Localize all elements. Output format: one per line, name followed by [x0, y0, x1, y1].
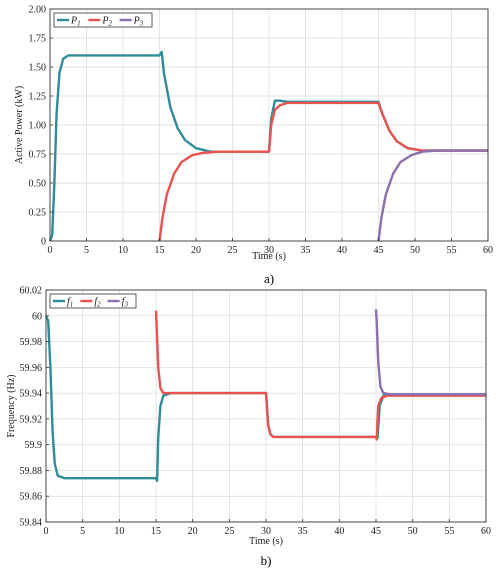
panel-b-xtick-label: 0: [44, 526, 49, 537]
panel-b-ytick-label: 59.92: [20, 414, 43, 425]
panel-b-xtick-label: 30: [261, 526, 271, 537]
panel-a-legend-label-P2: P2: [101, 16, 112, 28]
panel-a-ytick-label: 0.50: [29, 179, 47, 190]
panel-a-xtick-label: 35: [301, 245, 311, 256]
panel-a-xtick-label: 15: [155, 245, 165, 256]
panel-b-xtick-label: 55: [444, 526, 454, 537]
panel-b-frequency: 0 5 10 15 20 25 30 35 40 45 50 55 60 59.84 59.86 59.88 5…: [6, 286, 491, 569]
panel-b-legend-box: [49, 293, 137, 309]
panel-a-xtick-label: 10: [118, 245, 128, 256]
panel-b-series-f3: [374, 309, 486, 396]
panel-a-series-P2: [158, 101, 488, 242]
panel-a-ytick-label: 1.75: [29, 34, 47, 45]
panel-a-xtick-label: 60: [483, 245, 493, 256]
panel-b-ytick-label: 59.98: [20, 337, 43, 348]
panel-b-xtick-label: 5: [80, 526, 85, 537]
panel-a-legend-label-P3: P3: [133, 16, 144, 28]
panel-a-xtick-label: 40: [337, 245, 347, 256]
panel-a-axes: 0 5 10 15 20 25 30 35 40 45 50 55 60 0 0.25 0.50 0.75 1.0…: [29, 5, 494, 257]
panel-a-ytick-label: 2.00: [29, 5, 47, 16]
panel-a-legend: P1 P2 P3: [53, 12, 153, 28]
panel-b-xtick-label: 10: [114, 526, 124, 537]
panel-b-xtick-label: 45: [371, 526, 381, 537]
panel-b-legend: f1 f2 f3: [49, 293, 137, 309]
panel-b-ytick-label: 59.86: [20, 492, 43, 503]
panel-b-series-f2: [154, 310, 486, 441]
panel-b-xtick-label: 35: [298, 526, 308, 537]
panel-b-ytick-label: 60.02: [20, 286, 43, 297]
panel-b-ytick-label: 59.84: [20, 518, 43, 529]
panel-a-ytick-label: 1.25: [29, 92, 47, 103]
panel-b-xtick-label: 25: [224, 526, 234, 537]
panel-a-xlabel: Time (s): [252, 251, 286, 262]
panel-a-series-P3: [377, 149, 488, 242]
panel-b-legend-label-f2: f2: [94, 297, 101, 309]
panel-b-ylabel: Frequency (Hz): [6, 374, 17, 437]
panel-b-xtick-label: 15: [151, 526, 161, 537]
panel-b-ytick-label: 59.9: [25, 440, 43, 451]
panel-b-legend-label-f1: f1: [67, 297, 73, 309]
panel-a-grid: [49, 8, 489, 242]
panel-b-plot-frame: [45, 289, 487, 523]
panel-a-xtick-label: 0: [48, 245, 53, 256]
panel-a-xtick-label: 20: [191, 245, 201, 256]
panel-b-ytick-label: 60: [32, 311, 42, 322]
panel-a-plot-frame: [49, 8, 489, 242]
panel-a-legend-label-P1: P1: [70, 16, 81, 28]
panel-a-xtick-label: 50: [410, 245, 420, 256]
panel-a-xtick-label: 30: [264, 245, 274, 256]
panel-a-ylabel: Active Power (kW): [14, 86, 25, 164]
panel-b-ytick-label: 59.88: [20, 466, 43, 477]
panel-a-ytick-label: 0.25: [29, 208, 47, 219]
panel-a-xtick-label: 45: [374, 245, 384, 256]
panel-a-ytick-label: 1.50: [29, 63, 47, 74]
panel-a-legend-box: [53, 12, 153, 28]
panel-a-xtick-label: 55: [447, 245, 457, 256]
panel-a-ytick-label: 0.75: [29, 150, 47, 161]
panel-b-legend-label-f3: f3: [122, 297, 129, 309]
panel-a-xtick-label: 5: [84, 245, 89, 256]
panel-a-ytick-label: 0: [41, 237, 46, 248]
panel-b-xtick-label: 20: [188, 526, 198, 537]
panel-b-axes: 0 5 10 15 20 25 30 35 40 45 50 55 60 59.84 59.86 59.88 5…: [20, 286, 492, 538]
panel-b-xtick-label: 40: [334, 526, 344, 537]
panel-a-series: [48, 50, 488, 242]
panel-a-active-power: 0 5 10 15 20 25 30 35 40 45 50 55 60 0 0.25 0.50 0.75 1.0…: [14, 5, 493, 287]
panel-b-series: [44, 309, 486, 482]
panel-a-ytick-label: 1.00: [29, 121, 47, 132]
panel-b-ytick-label: 59.94: [20, 389, 43, 400]
panel-b-ytick-label: 59.96: [20, 363, 43, 374]
panel-b-xtick-label: 60: [481, 526, 491, 537]
panel-b-xlabel: Time (s): [249, 536, 283, 547]
panel-b-xtick-label: 50: [408, 526, 418, 537]
panel-b-caption: b): [261, 553, 272, 568]
panel-a-xtick-label: 25: [228, 245, 238, 256]
panel-a-caption: a): [264, 271, 274, 286]
